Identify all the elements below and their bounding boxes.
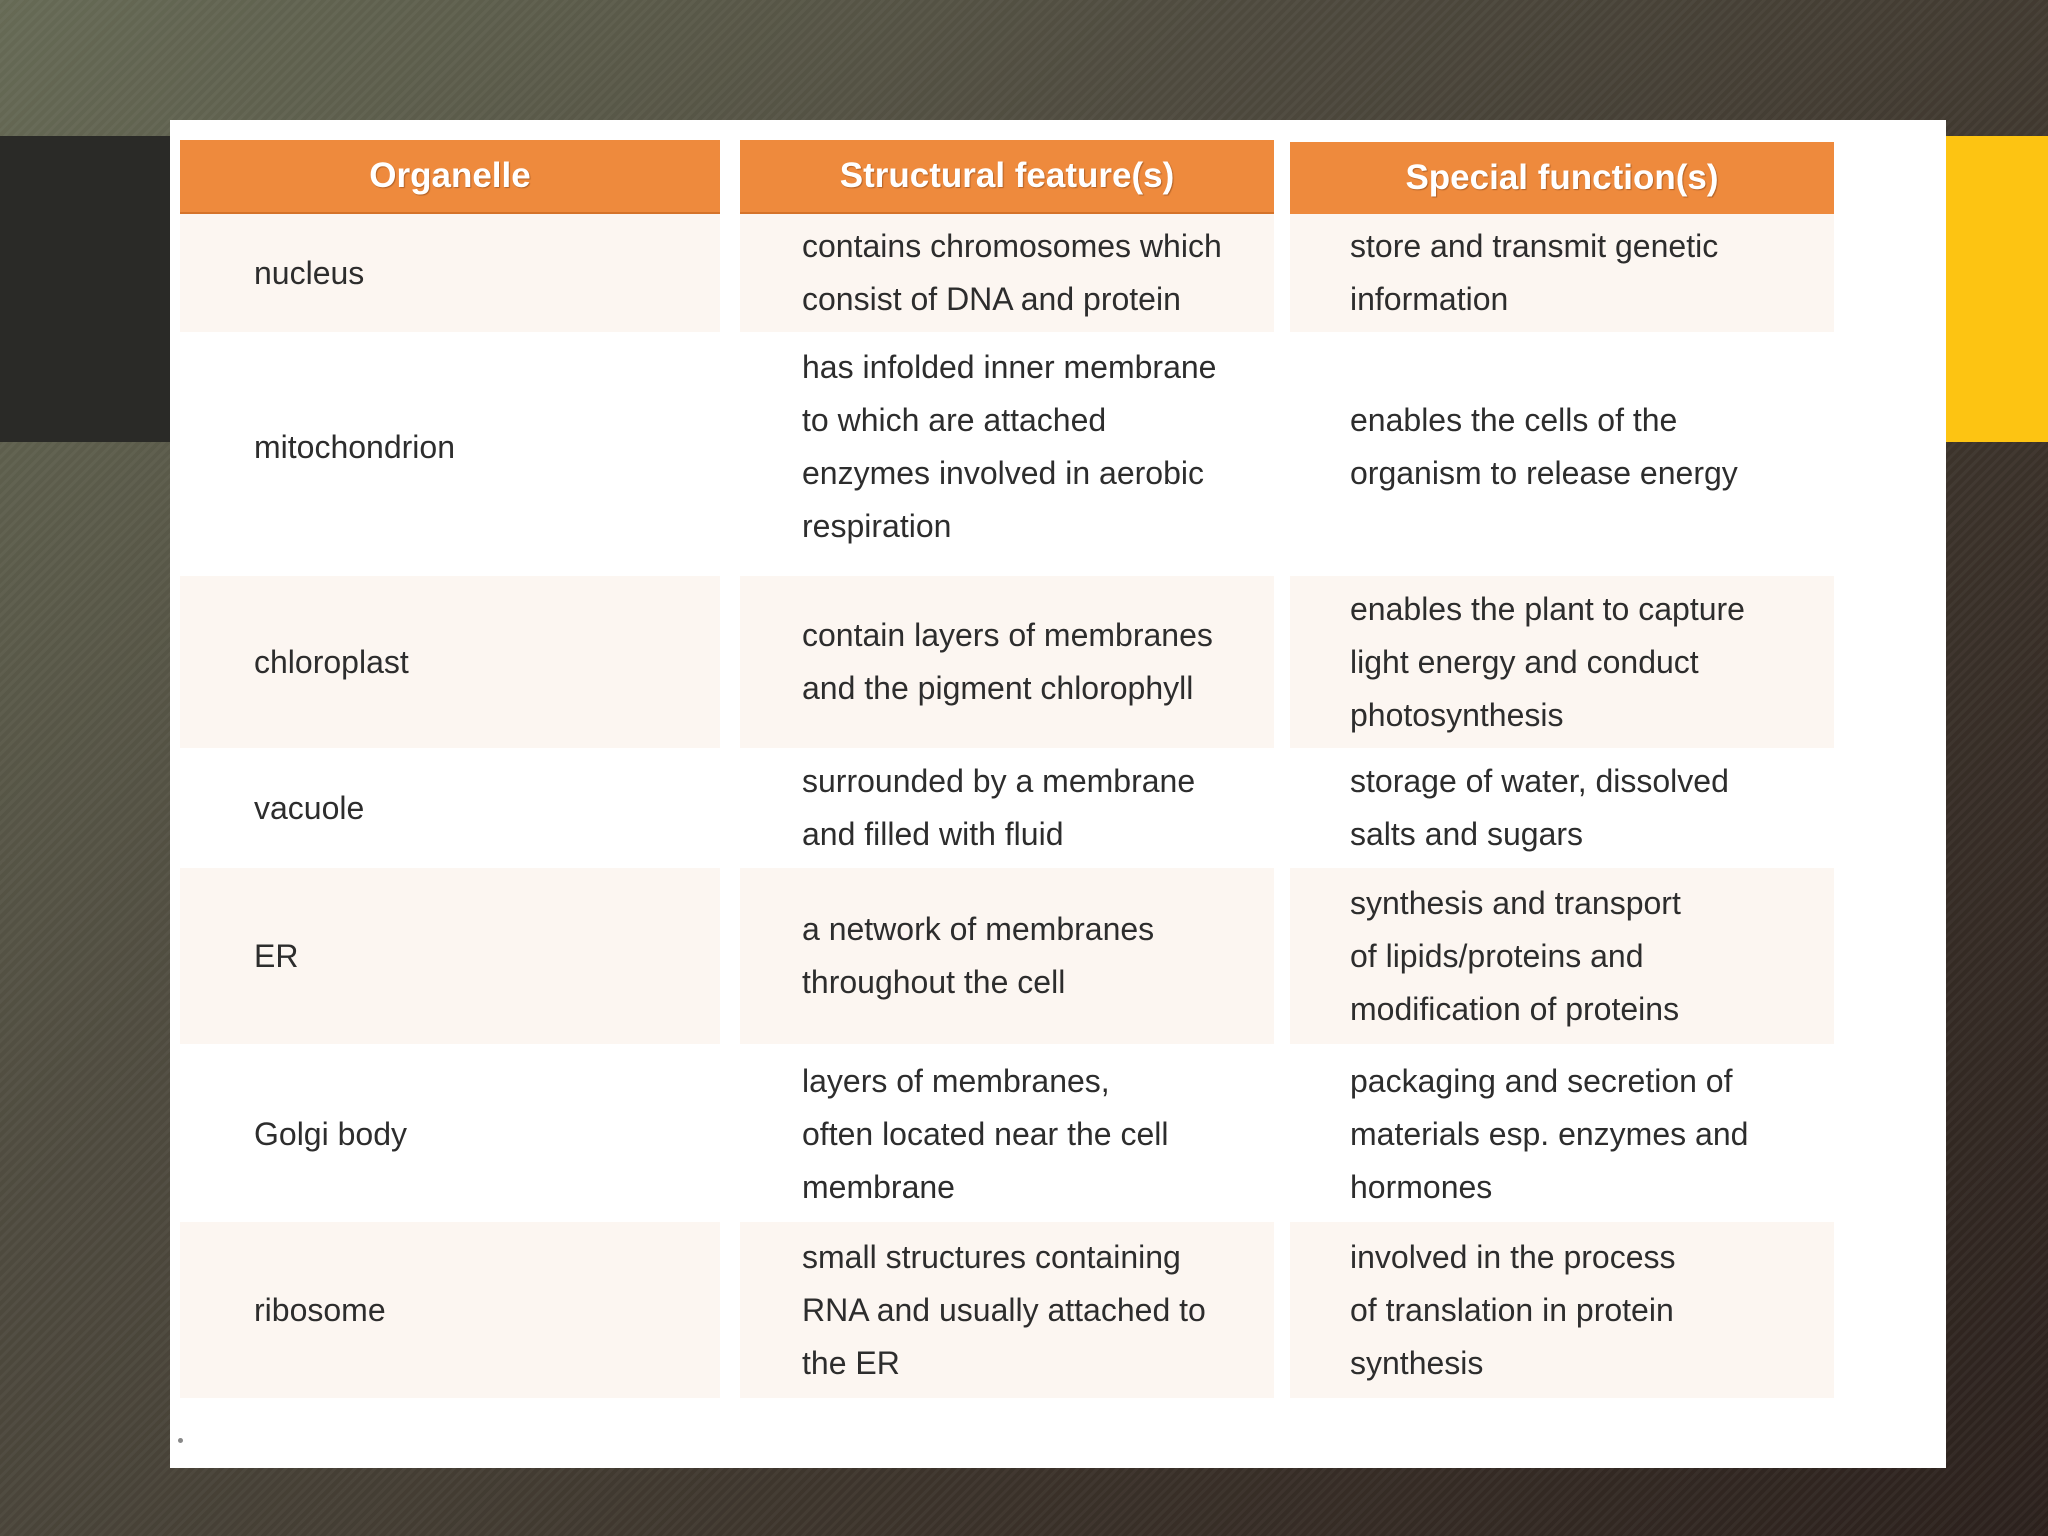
table-row-vacuole-function: storage of water, dissolved salts and su…: [1350, 763, 1729, 852]
table-row-er-structure: a network of membranes throughout the ce…: [740, 868, 1274, 1044]
table-row-nucleus-organelle: nucleus: [180, 214, 720, 332]
table-row-er-organelle: ER: [180, 868, 720, 1044]
slide: Organelle Structural feature(s) Special …: [170, 120, 1946, 1468]
table-row-mitochondrion-organelle: mitochondrion: [254, 428, 455, 465]
table-row-nucleus-function: store and transmit genetic information: [1290, 214, 1834, 332]
stray-dot: [178, 1438, 183, 1443]
decorative-yellow-band: [1944, 136, 2048, 442]
table-row-golgi-structure: layers of membranes, often located near …: [802, 1062, 1169, 1205]
header-structural-features: Structural feature(s): [740, 140, 1274, 214]
table-row-chloroplast-structure: contain layers of membranes and the pigm…: [740, 576, 1274, 748]
header-organelle: Organelle: [180, 140, 720, 214]
table-row-ribosome-structure: small structures containing RNA and usua…: [740, 1222, 1274, 1398]
table-row-er-function: synthesis and transport of lipids/protei…: [1290, 868, 1834, 1044]
table-row-vacuole-structure: surrounded by a membrane and filled with…: [802, 763, 1196, 852]
table-row-mitochondrion-function: enables the cells of the organism to rel…: [1350, 402, 1738, 491]
table-row-ribosome-organelle: ribosome: [180, 1222, 720, 1398]
table-row-nucleus-structure: contains chromosomes which consist of DN…: [740, 214, 1274, 332]
header-special-functions: Special function(s): [1290, 142, 1834, 216]
decorative-dark-band: [0, 136, 172, 442]
table-row-golgi-function: packaging and secretion of materials esp…: [1350, 1062, 1749, 1205]
table-row-vacuole-organelle: vacuole: [254, 789, 365, 826]
table-row-chloroplast-function: enables the plant to capture light energ…: [1290, 576, 1834, 748]
table-row-mitochondrion-structure: has infolded inner membrane to which are…: [802, 349, 1217, 544]
table-row-golgi-organelle: Golgi body: [254, 1115, 407, 1152]
table-row-ribosome-function: involved in the process of translation i…: [1290, 1222, 1834, 1398]
table-row-chloroplast-organelle: chloroplast: [180, 576, 720, 748]
